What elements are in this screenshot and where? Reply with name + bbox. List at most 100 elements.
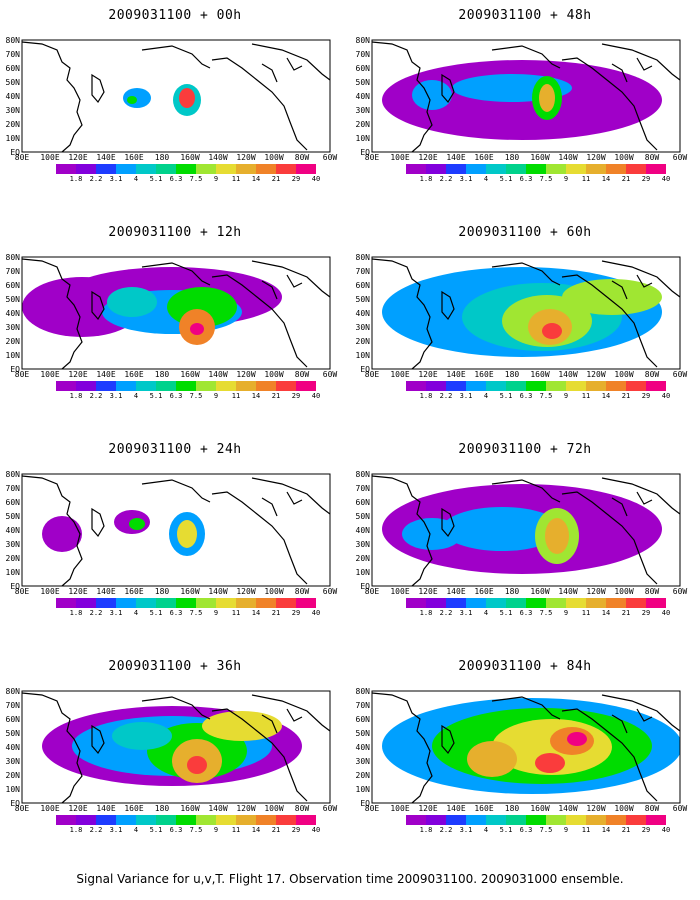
colorbar-tick-label: 11 [231, 609, 241, 617]
colorbar-swatch [76, 164, 96, 174]
colorbar-swatch [136, 598, 156, 608]
longitude-label: 100E [390, 153, 410, 162]
latitude-label: EQ [10, 148, 20, 157]
latitude-label: 70N [355, 50, 370, 59]
colorbar-swatch [176, 164, 196, 174]
colorbar-swatch [236, 598, 256, 608]
colorbar-tick-label: 11 [231, 826, 241, 834]
colorbar-tick-label: 1.8 [69, 826, 83, 834]
colorbar-swatch [466, 381, 486, 391]
longitude-axis: 80E 100E 120E 140E 160E 180 160W 140W 120W 100W 80… [356, 153, 687, 163]
longitude-label: 120E [418, 370, 438, 379]
latitude-label: 20N [5, 771, 20, 780]
latitude-label: 40N [355, 92, 370, 101]
latitude-label: 80N [5, 687, 20, 696]
latitude-label: 20N [355, 771, 370, 780]
longitude-label: 100W [264, 804, 284, 813]
colorbar-swatch [406, 815, 426, 825]
colorbar-tick-label: 4 [483, 175, 489, 183]
longitude-label: 80W [294, 153, 310, 162]
latitude-label: 70N [5, 484, 20, 493]
colorbar-tick-label: 5.1 [499, 175, 513, 183]
longitude-label: 140E [96, 153, 116, 162]
colorbar-tick-label: 2.2 [89, 609, 103, 617]
latitude-label: EQ [360, 799, 370, 808]
longitude-label: 140W [558, 370, 578, 379]
latitude-label: 40N [5, 526, 20, 535]
colorbar-swatch [546, 381, 566, 391]
colorbar-tick-label: 40 [311, 175, 321, 183]
longitude-label: 120W [586, 587, 606, 596]
colorbar-tick-label: 29 [291, 175, 301, 183]
longitude-label: 160E [124, 587, 144, 596]
colorbar-tick-label: 14 [601, 175, 611, 183]
colorbar-swatch [406, 381, 426, 391]
colorbar-swatch [96, 815, 116, 825]
latitude-label: 40N [5, 92, 20, 101]
longitude-label: 60W [322, 587, 338, 596]
longitude-label: 140E [96, 370, 116, 379]
colorbar-swatch [96, 381, 116, 391]
colorbar-tick-label: 11 [581, 175, 591, 183]
colorbar-tick-label: 1.8 [69, 175, 83, 183]
colorbar-tick-label: 3.1 [109, 175, 123, 183]
colorbar-tick-label: 7.5 [189, 826, 203, 834]
latitude-label: 70N [355, 267, 370, 276]
panel-title: 2009031100 + 24h [108, 442, 242, 457]
colorbar-swatch [486, 815, 506, 825]
forecast-panel: 2009031100 + 00h 80N 70N 60N 50N 40N 30N 20N 10N… [0, 0, 350, 215]
panel-title: 2009031100 + 72h [458, 442, 592, 457]
longitude-label: 160W [530, 153, 550, 162]
longitude-label: 100W [614, 804, 634, 813]
longitude-label: 120W [236, 804, 256, 813]
colorbar-swatch [176, 381, 196, 391]
figure-caption: Signal Variance for u,v,T. Flight 17. Ob… [76, 872, 624, 886]
latitude-label: 30N [355, 540, 370, 549]
variance-map [21, 473, 331, 587]
longitude-label: 60W [322, 804, 338, 813]
variance-contour [123, 88, 151, 108]
longitude-label: 120E [68, 153, 88, 162]
longitude-label: 100E [390, 587, 410, 596]
colorbar-tick-label: 14 [251, 392, 261, 400]
colorbar-ticks: 1.8 2.2 3.1 4 5.1 6.3 7.5 9 11 14 21 29 40 [406, 175, 671, 185]
longitude-label: 80W [644, 370, 660, 379]
colorbar-swatch [606, 381, 626, 391]
colorbar-tick-label: 3.1 [459, 826, 473, 834]
longitude-label: 160E [474, 587, 494, 596]
longitude-label: 100E [40, 153, 60, 162]
colorbar-swatch [606, 164, 626, 174]
longitude-axis: 80E 100E 120E 140E 160E 180 160W 140W 120W 100W 80… [6, 804, 337, 814]
colorbar-tick-label: 6.3 [519, 609, 533, 617]
forecast-panel: 2009031100 + 48h 80N 70N 60N 50N 40N 30N 20N 10N… [350, 0, 700, 215]
colorbar-tick-label: 21 [271, 826, 281, 834]
colorbar-tick-label: 9 [213, 392, 219, 400]
colorbar-tick-label: 29 [291, 609, 301, 617]
colorbar [406, 381, 666, 391]
colorbar-swatch [486, 381, 506, 391]
latitude-label: 40N [355, 743, 370, 752]
longitude-label: 80W [644, 153, 660, 162]
colorbar-swatch [96, 164, 116, 174]
colorbar-swatch [566, 815, 586, 825]
colorbar-tick-label: 14 [251, 826, 261, 834]
colorbar-tick-label: 6.3 [169, 609, 183, 617]
latitude-label: 30N [355, 323, 370, 332]
latitude-label: 10N [5, 351, 20, 360]
colorbar-tick-label: 1.8 [69, 392, 83, 400]
variance-map [21, 39, 331, 153]
colorbar-tick-label: 40 [661, 175, 671, 183]
colorbar-ticks: 1.8 2.2 3.1 4 5.1 6.3 7.5 9 11 14 21 29 40 [406, 826, 671, 836]
variance-contour [190, 323, 204, 335]
colorbar-swatch [626, 598, 646, 608]
longitude-label: 100W [614, 587, 634, 596]
longitude-label: 160W [530, 370, 550, 379]
colorbar-swatch [196, 815, 216, 825]
longitude-label: 80E [364, 804, 380, 813]
colorbar-swatch [466, 815, 486, 825]
colorbar-swatch [296, 598, 316, 608]
latitude-label: 10N [355, 134, 370, 143]
colorbar-tick-label: 2.2 [89, 392, 103, 400]
colorbar-swatch [466, 598, 486, 608]
colorbar-swatch [446, 164, 466, 174]
